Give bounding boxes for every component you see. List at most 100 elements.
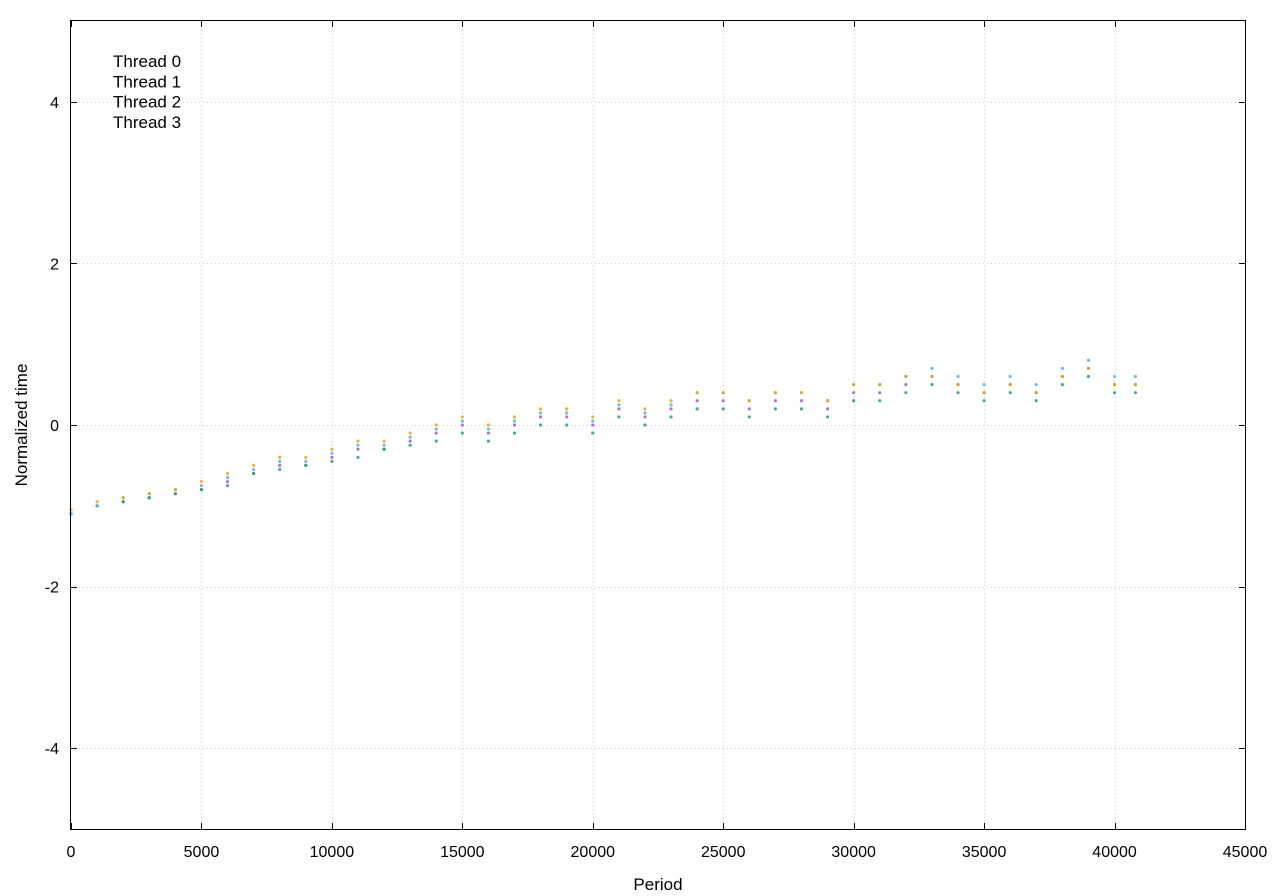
data-point bbox=[1035, 399, 1038, 402]
x-tick-label: 10000 bbox=[310, 844, 355, 861]
data-point bbox=[930, 367, 933, 370]
data-point bbox=[722, 407, 725, 410]
data-point bbox=[356, 456, 359, 459]
data-point bbox=[565, 423, 568, 426]
data-point bbox=[1087, 375, 1090, 378]
data-point bbox=[904, 383, 907, 386]
data-point bbox=[826, 399, 829, 402]
data-point bbox=[513, 415, 516, 418]
x-tick-label: 25000 bbox=[701, 844, 746, 861]
data-point bbox=[200, 488, 203, 491]
data-point bbox=[1061, 383, 1064, 386]
data-point bbox=[904, 375, 907, 378]
data-point bbox=[748, 407, 751, 410]
x-tick-label: 5000 bbox=[184, 844, 220, 861]
data-point bbox=[617, 415, 620, 418]
data-point bbox=[748, 415, 751, 418]
data-point bbox=[382, 444, 385, 447]
data-point bbox=[278, 468, 281, 471]
x-tick-label: 0 bbox=[67, 844, 76, 861]
data-point bbox=[409, 444, 412, 447]
data-point bbox=[1009, 375, 1012, 378]
y-tick-label: -2 bbox=[45, 580, 59, 597]
data-point bbox=[252, 468, 255, 471]
data-point bbox=[956, 383, 959, 386]
data-point bbox=[643, 407, 646, 410]
data-point bbox=[591, 423, 594, 426]
legend-entry: Thread 0 bbox=[113, 52, 181, 71]
data-point bbox=[774, 391, 777, 394]
data-point bbox=[435, 427, 438, 430]
data-point bbox=[643, 415, 646, 418]
data-point bbox=[174, 492, 177, 495]
data-point bbox=[487, 423, 490, 426]
data-point bbox=[461, 423, 464, 426]
legend-entry: Thread 2 bbox=[113, 93, 181, 112]
data-point bbox=[669, 415, 672, 418]
data-point bbox=[878, 399, 881, 402]
data-point bbox=[461, 415, 464, 418]
x-tick-label: 45000 bbox=[1223, 844, 1268, 861]
data-point bbox=[435, 431, 438, 434]
data-point bbox=[330, 448, 333, 451]
data-point bbox=[617, 407, 620, 410]
data-point bbox=[1134, 375, 1137, 378]
x-axis-label: Period bbox=[633, 875, 682, 894]
y-tick-label: -4 bbox=[45, 741, 59, 758]
data-point bbox=[591, 419, 594, 422]
data-point bbox=[539, 411, 542, 414]
data-point bbox=[200, 484, 203, 487]
data-point bbox=[487, 427, 490, 430]
data-point bbox=[95, 500, 98, 503]
data-point bbox=[800, 407, 803, 410]
data-point bbox=[983, 399, 986, 402]
data-point bbox=[983, 391, 986, 394]
data-point bbox=[669, 399, 672, 402]
data-point bbox=[852, 383, 855, 386]
data-point bbox=[800, 391, 803, 394]
data-point bbox=[304, 460, 307, 463]
data-point bbox=[748, 399, 751, 402]
series-1 bbox=[69, 375, 1137, 516]
data-point bbox=[226, 476, 229, 479]
data-point bbox=[435, 423, 438, 426]
data-point bbox=[356, 440, 359, 443]
data-point bbox=[174, 488, 177, 491]
data-point bbox=[904, 391, 907, 394]
data-point bbox=[956, 391, 959, 394]
data-point bbox=[278, 456, 281, 459]
data-point bbox=[565, 415, 568, 418]
data-point bbox=[774, 407, 777, 410]
data-point bbox=[983, 383, 986, 386]
data-point bbox=[565, 407, 568, 410]
data-point bbox=[487, 431, 490, 434]
data-point bbox=[774, 399, 777, 402]
data-point bbox=[930, 383, 933, 386]
ticks-layer: 0 5000 10000 15000 20000 25000 30000 35000 40000… bbox=[45, 21, 1268, 861]
data-point bbox=[382, 448, 385, 451]
data-point bbox=[696, 399, 699, 402]
legend-entry: Thread 3 bbox=[113, 113, 181, 132]
data-point bbox=[696, 407, 699, 410]
plot-frame bbox=[71, 21, 1246, 830]
data-point bbox=[435, 440, 438, 443]
data-point bbox=[539, 423, 542, 426]
data-point bbox=[1061, 375, 1064, 378]
data-point bbox=[226, 480, 229, 483]
data-point bbox=[409, 431, 412, 434]
x-tick-label: 35000 bbox=[962, 844, 1007, 861]
y-axis-label: Normalized time bbox=[12, 364, 31, 487]
data-point bbox=[513, 431, 516, 434]
data-point bbox=[1087, 359, 1090, 362]
data-point bbox=[826, 407, 829, 410]
series-0 bbox=[69, 367, 1137, 516]
data-point bbox=[1087, 367, 1090, 370]
data-point bbox=[148, 492, 151, 495]
data-point bbox=[513, 419, 516, 422]
data-point bbox=[800, 399, 803, 402]
data-point bbox=[1134, 391, 1137, 394]
data-point bbox=[1061, 367, 1064, 370]
data-point bbox=[122, 500, 125, 503]
data-point bbox=[878, 383, 881, 386]
